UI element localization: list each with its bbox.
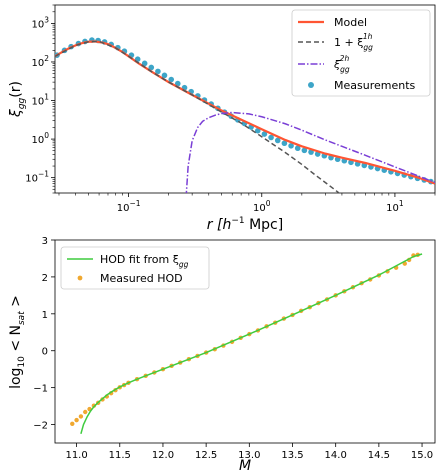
measurement-point [274, 137, 281, 144]
top-x-tick-label: 101 [386, 199, 404, 214]
bottom-x-tick-label: 11.5 [109, 450, 131, 461]
bottom-x-ticks: 11.0 11.5 12.0 12.5 13.0 13.5 14.0 14.5 15.0 [65, 443, 433, 461]
bottom-y-tick-label: 2 [42, 273, 48, 284]
measurement-point [161, 72, 168, 79]
measurement-point [254, 127, 261, 134]
legend-label-one-halo: 1 + ξgg1h [334, 32, 373, 52]
top-x-ticks: 10−1 100 101 [58, 193, 436, 214]
bottom-x-tick-label: 11.0 [65, 450, 87, 461]
bottom-y-tick-label: −1 [33, 384, 48, 395]
top-y-ticks: 10−1 100 101 102 103 [25, 4, 55, 194]
bottom-x-axis-label: M [239, 458, 251, 474]
hod-measurement-point [83, 409, 88, 415]
hod-measurement-point [78, 414, 84, 419]
measurement-point [281, 140, 288, 147]
series-line-one-halo [55, 40, 341, 193]
top-y-tick-label: 101 [31, 93, 49, 108]
measurement-point [141, 60, 148, 67]
measurement-point [148, 64, 155, 71]
top-x-tick-label: 100 [253, 199, 271, 214]
bottom-y-tick-label: 3 [42, 236, 48, 247]
legend-label-measured-hod: Measured HOD [100, 272, 183, 285]
legend-swatch-measured-hod [77, 275, 83, 281]
legend-entry-measured-hod: Measured HOD [77, 272, 183, 285]
legend-swatch-measurements [308, 82, 314, 88]
measurement-point [155, 68, 161, 75]
measurement-point [261, 131, 268, 137]
bottom-x-tick-label: 12.5 [195, 450, 217, 461]
top-x-axis-label: r [h−1 Mpc] [207, 216, 283, 233]
bottom-x-tick-label: 12.0 [152, 450, 174, 461]
bottom-x-tick-label: 13.0 [238, 450, 260, 461]
bottom-legend: HOD fit from ξgg Measured HOD [60, 246, 210, 290]
top-legend-box [291, 9, 431, 97]
measurement-point [174, 80, 181, 87]
top-y-tick-label: 100 [31, 131, 49, 146]
top-y-axis-label: ξgg(r) [8, 81, 27, 118]
legend-label-model: Model [334, 16, 367, 29]
legend-label-two-halo: ξgg2h [333, 54, 350, 74]
measurement-point [288, 142, 294, 149]
legend-label-hod-fit: HOD fit from ξgg [100, 253, 189, 269]
bottom-panel: 11.0 11.5 12.0 12.5 13.0 13.5 14.0 14.5 15.0 −2−… [8, 236, 436, 474]
legend-entry-hod-fit: HOD fit from ξgg [67, 253, 189, 269]
measurement-point [168, 76, 175, 83]
bottom-x-tick-label: 14.5 [368, 450, 390, 461]
legend-entry-measurements: Measurements [308, 79, 416, 92]
top-series [55, 40, 435, 193]
measurement-point [294, 145, 301, 152]
top-y-tick-label: 102 [31, 54, 49, 69]
bottom-legend-box [60, 246, 210, 290]
top-legend: Model 1 + ξgg1h ξgg2h Measurements [291, 9, 431, 97]
bottom-x-tick-label: 14.0 [325, 450, 347, 461]
legend-entry-one-halo: 1 + ξgg1h [298, 32, 373, 52]
series-line-two-halo [185, 111, 435, 193]
top-y-tick-label: 10−1 [25, 170, 49, 185]
hod-measurement-point [74, 417, 79, 423]
measurement-point [268, 134, 274, 141]
top-y-tick-label: 103 [31, 15, 49, 30]
bottom-x-tick-label: 13.5 [281, 450, 303, 461]
bottom-x-tick-label: 15.0 [411, 450, 433, 461]
legend-entry-two-halo: ξgg2h [298, 54, 350, 74]
series-line-hod-fit [80, 253, 423, 434]
bottom-y-tick-label: 0 [42, 347, 48, 358]
legend-entry-model: Model [298, 16, 367, 29]
bottom-series [80, 253, 423, 434]
bottom-y-tick-label: −2 [33, 421, 48, 432]
hod-measurement-point [70, 421, 75, 427]
bottom-y-tick-label: 1 [42, 310, 48, 321]
legend-label-measurements: Measurements [334, 79, 416, 92]
measurement-point [301, 147, 308, 154]
bottom-y-ticks: −2 −1 0 1 2 3 [33, 236, 55, 432]
top-x-tick-label: 10−1 [117, 199, 141, 214]
bottom-y-axis-label: log10 < Nsat > [8, 295, 27, 389]
hod-measurement-point [91, 403, 97, 408]
